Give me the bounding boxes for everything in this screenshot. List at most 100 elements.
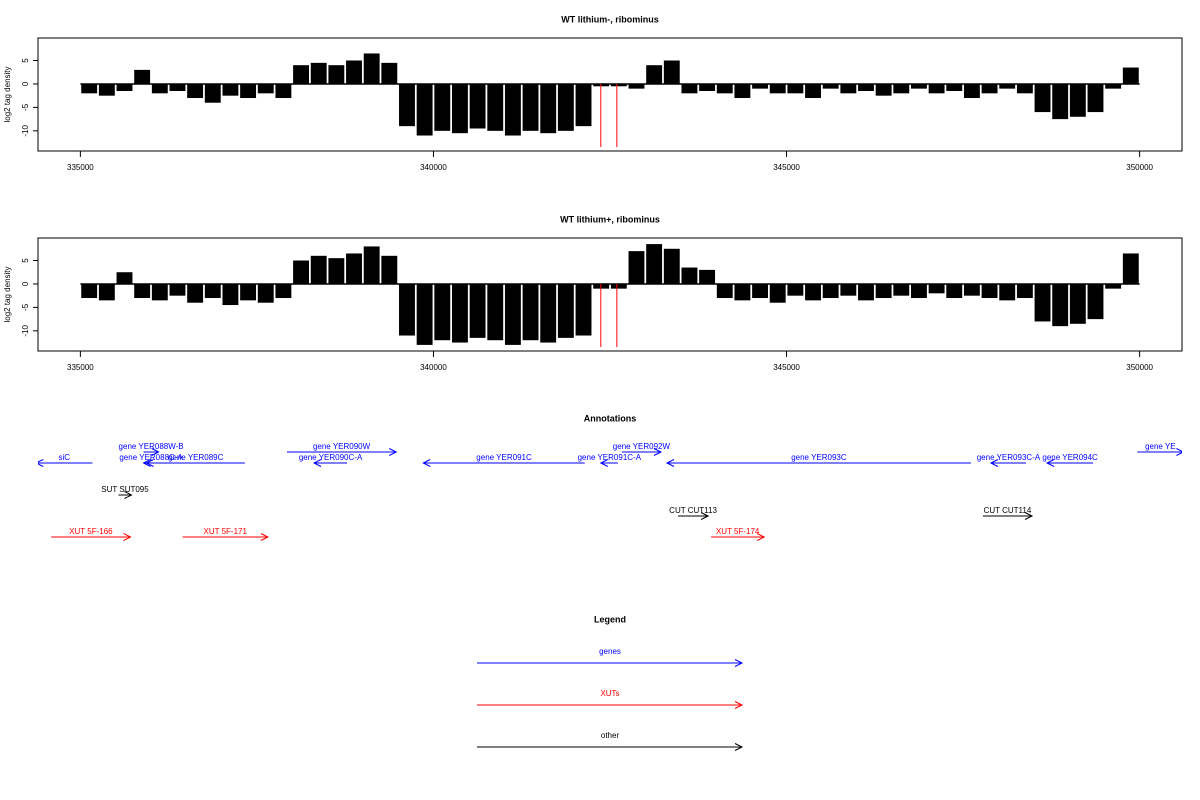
signal-bar bbox=[699, 83, 716, 91]
signal-bar bbox=[875, 83, 892, 96]
legend-label: XUTs bbox=[600, 689, 619, 698]
signal-bar bbox=[522, 83, 539, 131]
feature-label: gene YE bbox=[1145, 442, 1176, 451]
signal-bar bbox=[1016, 83, 1033, 94]
feature-arrow-head bbox=[653, 448, 663, 456]
signal-bar bbox=[328, 65, 345, 84]
signal-bar bbox=[187, 283, 204, 303]
signal-bar bbox=[787, 83, 804, 94]
feature-arrow-head bbox=[1045, 459, 1055, 467]
y-tick-label: 5 bbox=[21, 258, 30, 263]
feature-arrow-head bbox=[145, 459, 154, 467]
signal-bar bbox=[116, 83, 133, 91]
signal-bar bbox=[204, 83, 221, 103]
signal-bar bbox=[451, 83, 468, 134]
signal-bar bbox=[1105, 283, 1122, 289]
signal-bar bbox=[716, 283, 733, 299]
feature-arrow-head bbox=[124, 491, 133, 499]
signal-bar bbox=[963, 283, 980, 296]
signal-bar bbox=[840, 83, 857, 94]
feature-label: gene YER091C bbox=[476, 453, 532, 462]
signal-bar bbox=[999, 83, 1016, 89]
x-tick-label: 340000 bbox=[420, 363, 447, 372]
signal-bar bbox=[240, 283, 257, 301]
signal-bar bbox=[540, 283, 557, 343]
annotations-title: Annotations bbox=[584, 413, 637, 423]
feature-label: gene YER090C-A bbox=[299, 453, 363, 462]
feature-arrow-head bbox=[260, 533, 269, 541]
signal-bar bbox=[257, 283, 274, 303]
signal-bar bbox=[275, 283, 292, 299]
x-tick-label: 345000 bbox=[773, 163, 800, 172]
signal-bar bbox=[151, 283, 168, 301]
signal-bar bbox=[822, 83, 839, 89]
signal-bar bbox=[1087, 283, 1104, 320]
x-tick-label: 335000 bbox=[67, 163, 94, 172]
signal-bar bbox=[204, 283, 221, 299]
y-tick-label: 5 bbox=[21, 58, 30, 63]
signal-bar bbox=[769, 83, 786, 94]
signal-bar bbox=[1122, 253, 1139, 284]
signal-bar bbox=[911, 283, 927, 299]
signal-bar bbox=[399, 283, 415, 336]
x-tick-label: 350000 bbox=[1126, 363, 1153, 372]
feature-label: gene YER093C bbox=[791, 453, 847, 462]
y-tick-label: -5 bbox=[21, 103, 30, 111]
signal-bar bbox=[187, 83, 204, 99]
x-tick-label: 335000 bbox=[67, 363, 94, 372]
signal-bar bbox=[381, 62, 398, 84]
signal-bar bbox=[134, 69, 151, 84]
feature-label: gene YER088W-B bbox=[119, 442, 184, 451]
signal-bar bbox=[963, 83, 980, 99]
feature-label: SUT SUT095 bbox=[101, 485, 149, 494]
signal-bar bbox=[946, 83, 963, 91]
feature-label: gene YER092W bbox=[613, 442, 671, 451]
signal-bar bbox=[81, 283, 98, 299]
signal-bar bbox=[222, 83, 239, 96]
signal-bar bbox=[381, 255, 398, 284]
signal-bar bbox=[716, 83, 733, 94]
feature-arrow-head bbox=[599, 459, 609, 467]
signal-bar bbox=[875, 283, 892, 299]
y-axis-label: log2 tag density bbox=[3, 66, 12, 122]
signal-bar bbox=[858, 283, 874, 301]
plot-frame bbox=[37, 237, 1183, 352]
feature-label: XUT 5F-174 bbox=[716, 527, 760, 536]
feature-arrow-head bbox=[989, 459, 999, 467]
signal-bar bbox=[628, 83, 645, 89]
signal-bar bbox=[1052, 83, 1069, 120]
signal-bar bbox=[1034, 283, 1051, 322]
signal-bar bbox=[346, 253, 362, 284]
signal-bar bbox=[275, 83, 292, 99]
signal-bar bbox=[540, 83, 557, 134]
signal-bar bbox=[240, 83, 257, 99]
signal-bar bbox=[1034, 83, 1051, 113]
signal-bar bbox=[752, 83, 769, 89]
feature-arrow-head bbox=[757, 533, 766, 541]
feature-label: XUT 5F-166 bbox=[69, 527, 113, 536]
signal-bar bbox=[1069, 283, 1086, 324]
signal-bar bbox=[787, 283, 804, 296]
signal-bar bbox=[469, 283, 486, 338]
signal-bar bbox=[116, 272, 133, 284]
signal-bar bbox=[504, 83, 521, 136]
signal-bar bbox=[628, 251, 645, 284]
signal-bar bbox=[681, 83, 698, 94]
legend-label: genes bbox=[599, 647, 621, 656]
signal-bar bbox=[575, 83, 592, 127]
signal-bar bbox=[769, 283, 786, 303]
signal-bar bbox=[663, 60, 680, 84]
signal-bar bbox=[999, 283, 1016, 301]
y-tick-label: -10 bbox=[21, 125, 30, 137]
signal-bar bbox=[310, 62, 327, 84]
feature-arrow-head bbox=[422, 459, 431, 467]
signal-bar bbox=[98, 283, 115, 301]
feature-label: XUT 5F-171 bbox=[204, 527, 248, 536]
signal-bar bbox=[469, 83, 486, 129]
signal-bar bbox=[557, 83, 574, 131]
feature-arrow-head bbox=[389, 448, 398, 456]
signal-bar bbox=[134, 283, 151, 299]
y-tick-label: -10 bbox=[21, 325, 30, 337]
annotation-track: gene YER088W-B gene YER090W gene YER092W ge… bbox=[38, 442, 1182, 541]
signal-bar bbox=[1069, 83, 1086, 117]
